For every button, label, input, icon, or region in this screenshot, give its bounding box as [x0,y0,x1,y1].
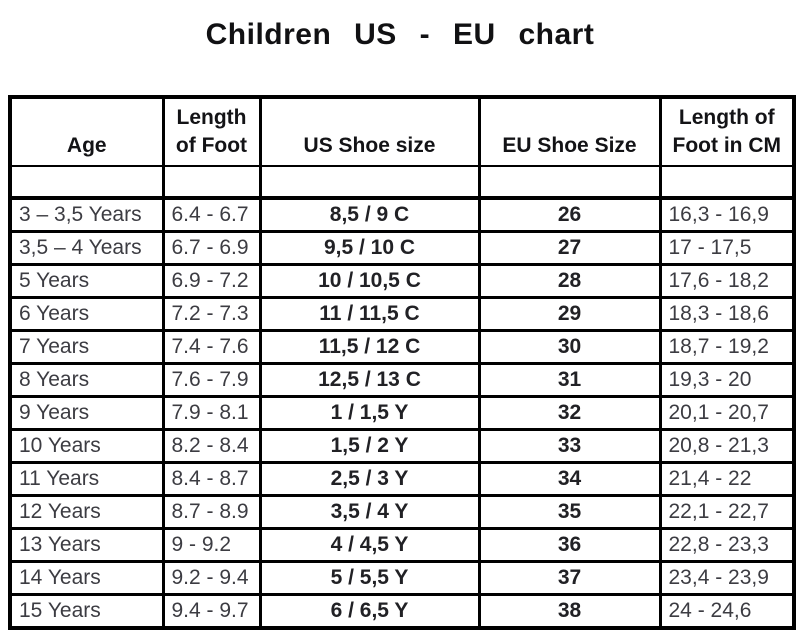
cell-age: 9 Years [8,395,165,431]
cell-us-shoe-size: 2,5 / 3 Y [258,461,481,497]
spacer-cell [658,165,796,200]
cell-age: 10 Years [8,428,165,464]
cell-length-of-foot: 7.4 - 7.6 [161,329,262,365]
spacer-cell [477,165,662,200]
table-row: 6 Years 7.2 - 7.3 11 / 11,5 C 29 18,3 - 18,6 [8,296,796,332]
cell-eu-shoe-size: 36 [477,527,662,563]
header-row: Age Length of Foot US Shoe size EU Shoe Siz… [8,95,796,167]
cell-us-shoe-size: 6 / 6,5 Y [258,593,481,630]
cell-length-of-foot-cm: 18,7 - 19,2 [658,329,796,365]
cell-us-shoe-size: 3,5 / 4 Y [258,494,481,530]
cell-length-of-foot: 9.2 - 9.4 [161,560,262,596]
cell-length-of-foot: 9 - 9.2 [161,527,262,563]
spacer-cell [258,165,481,200]
table-body: 3 – 3,5 Years 6.4 - 6.7 8,5 / 9 C 26 16,3 - … [8,196,796,630]
cell-eu-shoe-size: 27 [477,230,662,266]
cell-length-of-foot-cm: 22,1 - 22,7 [658,494,796,530]
cell-eu-shoe-size: 28 [477,263,662,299]
cell-age: 14 Years [8,560,165,596]
cell-length-of-foot-cm: 23,4 - 23,9 [658,560,796,596]
table-row: 11 Years 8.4 - 8.7 2,5 / 3 Y 34 21,4 - 22 [8,461,796,497]
cell-age: 13 Years [8,527,165,563]
cell-length-of-foot-cm: 22,8 - 23,3 [658,527,796,563]
cell-eu-shoe-size: 35 [477,494,662,530]
cell-length-of-foot-cm: 24 - 24,6 [658,593,796,630]
cell-length-of-foot-cm: 18,3 - 18,6 [658,296,796,332]
cell-length-of-foot: 8.2 - 8.4 [161,428,262,464]
cell-age: 3,5 – 4 Years [8,230,165,266]
cell-length-of-foot: 8.7 - 8.9 [161,494,262,530]
cell-length-of-foot: 7.6 - 7.9 [161,362,262,398]
cell-us-shoe-size: 1,5 / 2 Y [258,428,481,464]
cell-length-of-foot: 6.9 - 7.2 [161,263,262,299]
cell-eu-shoe-size: 33 [477,428,662,464]
cell-us-shoe-size: 12,5 / 13 C [258,362,481,398]
table-row: 3 – 3,5 Years 6.4 - 6.7 8,5 / 9 C 26 16,3 - … [8,196,796,233]
cell-eu-shoe-size: 38 [477,593,662,630]
cell-eu-shoe-size: 26 [477,196,662,233]
cell-us-shoe-size: 11 / 11,5 C [258,296,481,332]
size-conversion-table: Age Length of Foot US Shoe size EU Shoe Siz… [8,95,796,630]
spacer-cell [8,165,165,200]
table-row: 3,5 – 4 Years 6.7 - 6.9 9,5 / 10 C 27 17 - 1… [8,230,796,266]
table-row: 13 Years 9 - 9.2 4 / 4,5 Y 36 22,8 - 23,3 [8,527,796,563]
table-row: 10 Years 8.2 - 8.4 1,5 / 2 Y 33 20,8 - 21,3 [8,428,796,464]
cell-length-of-foot: 9.4 - 9.7 [161,593,262,630]
page-title: Children US - EU chart [205,18,595,51]
cell-length-of-foot-cm: 19,3 - 20 [658,362,796,398]
cell-eu-shoe-size: 31 [477,362,662,398]
cell-eu-shoe-size: 30 [477,329,662,365]
table-row: 12 Years 8.7 - 8.9 3,5 / 4 Y 35 22,1 - 22,7 [8,494,796,530]
header-length-of-foot-cm: Length of Foot in CM [658,95,796,167]
table-row: 8 Years 7.6 - 7.9 12,5 / 13 C 31 19,3 - 20 [8,362,796,398]
header-length-of-foot: Length of Foot [161,95,262,167]
spacer-cell [161,165,262,200]
table-row: 7 Years 7.4 - 7.6 11,5 / 12 C 30 18,7 - 19,2 [8,329,796,365]
cell-length-of-foot-cm: 21,4 - 22 [658,461,796,497]
cell-length-of-foot-cm: 20,8 - 21,3 [658,428,796,464]
cell-length-of-foot: 6.7 - 6.9 [161,230,262,266]
cell-age: 6 Years [8,296,165,332]
table-row: 14 Years 9.2 - 9.4 5 / 5,5 Y 37 23,4 - 23,9 [8,560,796,596]
cell-us-shoe-size: 10 / 10,5 C [258,263,481,299]
cell-eu-shoe-size: 29 [477,296,662,332]
cell-age: 5 Years [8,263,165,299]
cell-us-shoe-size: 8,5 / 9 C [258,196,481,233]
cell-us-shoe-size: 1 / 1,5 Y [258,395,481,431]
cell-eu-shoe-size: 37 [477,560,662,596]
cell-us-shoe-size: 5 / 5,5 Y [258,560,481,596]
cell-length-of-foot-cm: 16,3 - 16,9 [658,196,796,233]
header-eu-shoe-size: EU Shoe Size [477,95,662,167]
header-age: Age [8,95,165,167]
cell-us-shoe-size: 9,5 / 10 C [258,230,481,266]
cell-eu-shoe-size: 34 [477,461,662,497]
table-row: 9 Years 7.9 - 8.1 1 / 1,5 Y 32 20,1 - 20,7 [8,395,796,431]
table-header: Age Length of Foot US Shoe size EU Shoe Siz… [8,95,796,200]
cell-age: 11 Years [8,461,165,497]
cell-age: 15 Years [8,593,165,630]
cell-length-of-foot-cm: 17,6 - 18,2 [658,263,796,299]
spacer-row [8,165,796,200]
cell-age: 3 – 3,5 Years [8,196,165,233]
header-us-shoe-size: US Shoe size [258,95,481,167]
cell-length-of-foot: 8.4 - 8.7 [161,461,262,497]
cell-length-of-foot-cm: 20,1 - 20,7 [658,395,796,431]
cell-length-of-foot: 6.4 - 6.7 [161,196,262,233]
cell-age: 8 Years [8,362,165,398]
cell-length-of-foot-cm: 17 - 17,5 [658,230,796,266]
cell-eu-shoe-size: 32 [477,395,662,431]
cell-length-of-foot: 7.2 - 7.3 [161,296,262,332]
cell-length-of-foot: 7.9 - 8.1 [161,395,262,431]
table-row: 5 Years 6.9 - 7.2 10 / 10,5 C 28 17,6 - 18,2 [8,263,796,299]
cell-age: 12 Years [8,494,165,530]
cell-us-shoe-size: 11,5 / 12 C [258,329,481,365]
table-row: 15 Years 9.4 - 9.7 6 / 6,5 Y 38 24 - 24,6 [8,593,796,630]
cell-us-shoe-size: 4 / 4,5 Y [258,527,481,563]
cell-age: 7 Years [8,329,165,365]
